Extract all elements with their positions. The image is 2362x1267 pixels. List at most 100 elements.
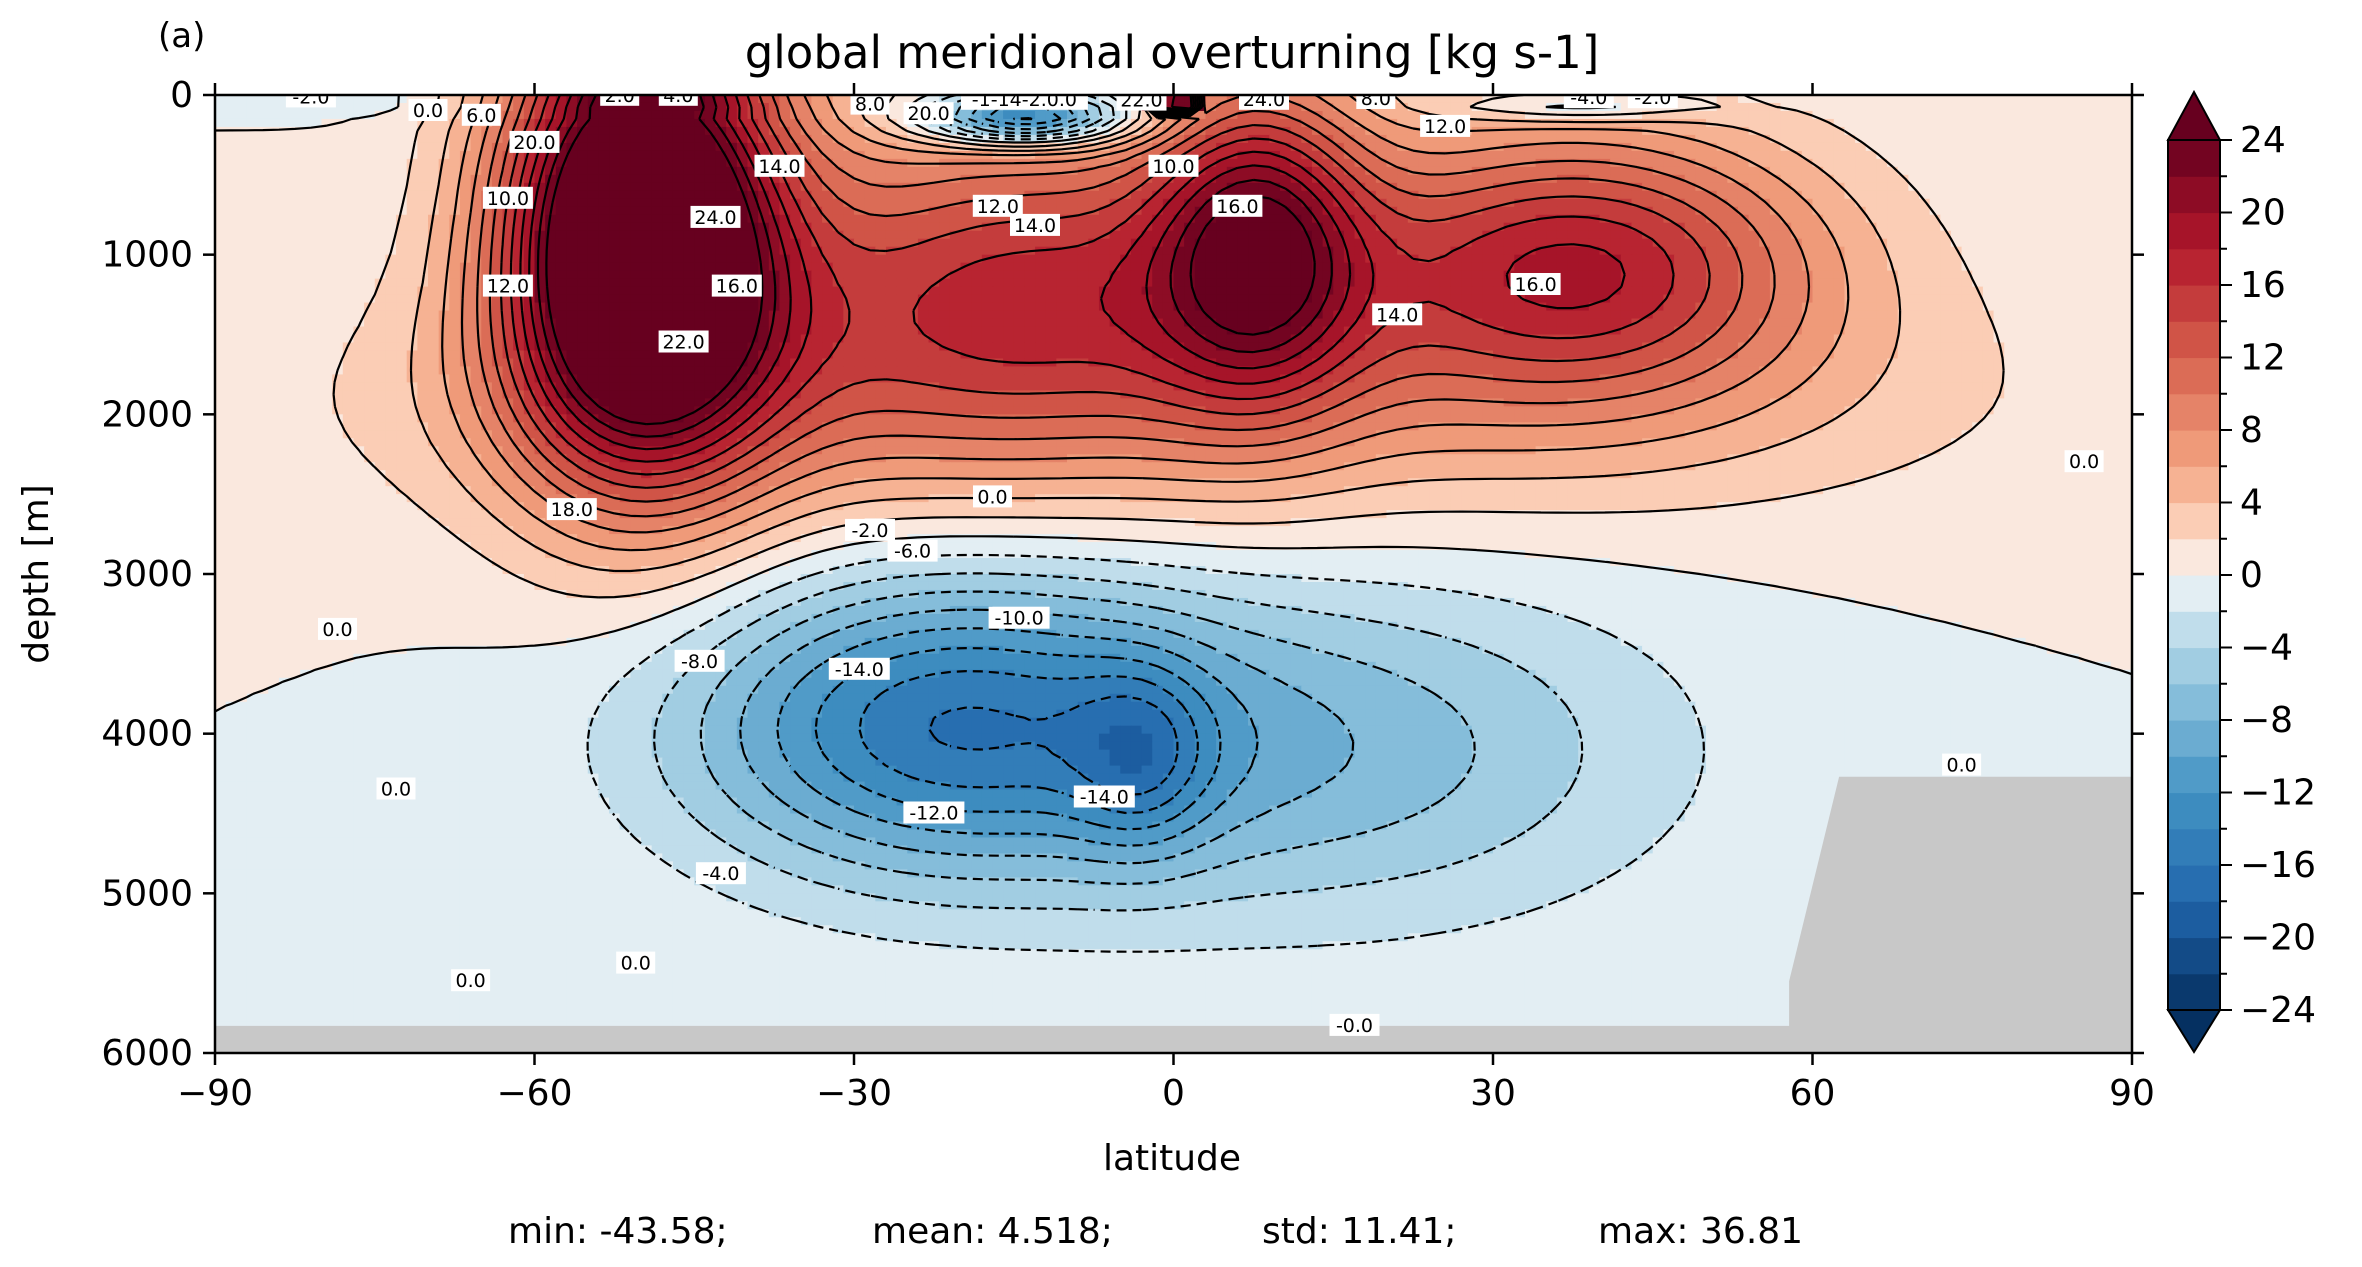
field-cell xyxy=(236,158,248,168)
field-cell xyxy=(885,286,898,296)
field-cell xyxy=(1919,182,1931,192)
field-cell xyxy=(278,134,291,144)
field-cell xyxy=(534,182,546,192)
field-cell xyxy=(1950,198,1963,208)
field-cell xyxy=(683,246,695,256)
field-cell xyxy=(1769,262,1782,272)
field-cell xyxy=(1599,150,1611,160)
field-cell xyxy=(1418,246,1430,256)
field-cell xyxy=(1727,158,1739,168)
field-cell xyxy=(534,158,546,168)
field-cell xyxy=(1706,238,1718,248)
field-cell xyxy=(1940,102,1952,112)
field-cell xyxy=(1982,174,1995,184)
field-cell xyxy=(1067,310,1079,320)
field-cell xyxy=(811,246,823,256)
field-cell xyxy=(406,198,418,208)
field-cell xyxy=(2025,150,2037,160)
field-cell xyxy=(1322,102,1334,112)
field-cell xyxy=(215,230,227,240)
field-cell xyxy=(1737,126,1750,136)
field-cell xyxy=(332,238,344,248)
field-cell xyxy=(1045,246,1057,256)
field-cell xyxy=(1311,206,1324,216)
field-cell xyxy=(1982,270,1995,280)
field-cell xyxy=(1429,262,1441,272)
field-cell xyxy=(949,254,962,264)
field-cell xyxy=(1759,95,1771,104)
field-cell xyxy=(1130,198,1143,208)
field-cell xyxy=(1801,134,1814,144)
field-cell xyxy=(1077,214,1089,224)
field-cell xyxy=(1524,214,1537,224)
field-cell xyxy=(811,134,823,144)
field-cell xyxy=(1961,302,1973,312)
field-cell xyxy=(758,118,770,128)
field-cell xyxy=(1578,134,1590,144)
field-cell xyxy=(470,182,482,192)
field-cell xyxy=(1908,222,1920,232)
field-cell xyxy=(342,126,355,136)
field-cell xyxy=(2100,254,2112,264)
field-cell xyxy=(1471,302,1483,312)
field-cell xyxy=(885,310,898,320)
field-cell xyxy=(790,102,802,112)
field-cell xyxy=(1833,102,1846,112)
field-cell xyxy=(598,310,610,320)
field-cell xyxy=(683,262,695,272)
field-cell xyxy=(1940,238,1952,248)
field-cell xyxy=(1514,126,1526,136)
field-cell xyxy=(1887,278,1899,288)
field-cell xyxy=(1993,118,2005,128)
field-cell xyxy=(1620,182,1633,192)
field-cell xyxy=(353,254,365,264)
field-cell xyxy=(1493,278,1505,288)
field-cell xyxy=(875,294,887,304)
field-cell xyxy=(438,254,450,264)
field-cell xyxy=(577,174,589,184)
field-cell xyxy=(1205,126,1217,136)
field-cell xyxy=(1471,246,1483,256)
field-cell xyxy=(1929,254,1941,264)
field-cell xyxy=(523,102,536,112)
field-cell xyxy=(864,254,876,264)
field-cell xyxy=(1535,134,1547,144)
field-cell xyxy=(225,118,237,128)
field-cell xyxy=(523,150,536,160)
field-cell xyxy=(1695,134,1707,144)
field-cell xyxy=(1748,286,1760,296)
field-cell xyxy=(342,110,355,120)
field-cell xyxy=(417,126,429,136)
field-cell xyxy=(2057,270,2069,280)
field-cell xyxy=(566,126,578,136)
field-cell xyxy=(449,190,461,200)
field-cell xyxy=(641,246,653,256)
field-cell xyxy=(1130,310,1143,320)
field-cell xyxy=(1503,270,1515,280)
field-cell xyxy=(1652,286,1664,296)
field-cell xyxy=(971,286,983,296)
field-cell xyxy=(672,238,685,248)
field-cell xyxy=(374,102,386,112)
field-cell xyxy=(683,126,695,136)
field-cell xyxy=(342,206,355,216)
field-cell xyxy=(1887,118,1899,128)
field-cell xyxy=(1120,182,1132,192)
field-cell xyxy=(1045,190,1057,200)
field-cell xyxy=(481,150,493,160)
field-cell xyxy=(545,102,557,112)
field-cell xyxy=(1578,206,1590,216)
field-cell xyxy=(1674,230,1686,240)
field-cell xyxy=(353,102,365,112)
field-cell xyxy=(939,262,951,272)
field-cell xyxy=(694,190,706,200)
field-cell xyxy=(2057,262,2069,272)
field-cell xyxy=(662,270,674,280)
field-cell xyxy=(1759,118,1771,128)
field-cell xyxy=(917,182,930,192)
field-cell xyxy=(960,214,972,224)
field-cell xyxy=(1429,182,1441,192)
field-cell xyxy=(736,254,749,264)
field-cell xyxy=(1663,278,1675,288)
field-cell xyxy=(342,302,355,312)
